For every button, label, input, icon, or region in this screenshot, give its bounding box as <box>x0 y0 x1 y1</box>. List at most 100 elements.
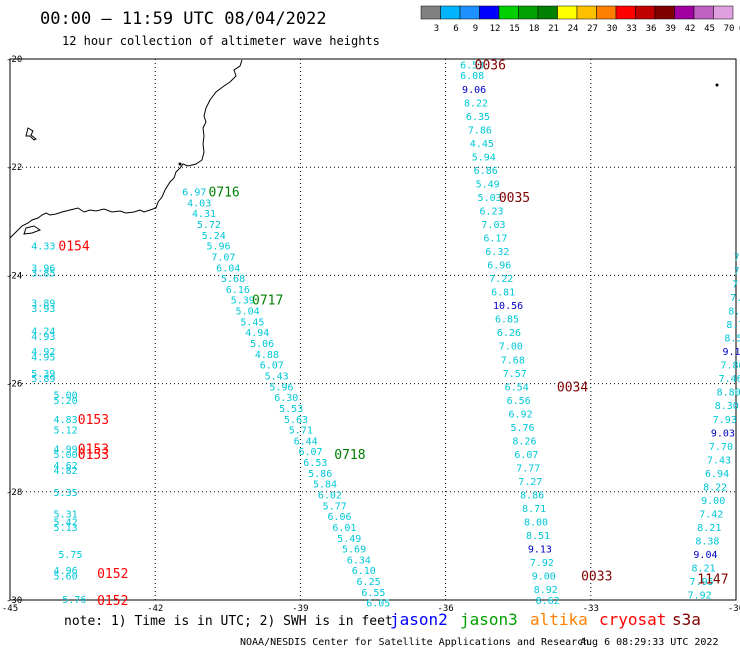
colorbar-label: 27 <box>587 24 598 34</box>
wave-height-label: 5.71 <box>289 426 313 437</box>
wave-height-label: 5.06 <box>250 339 274 350</box>
wave-height-label: 5.03 <box>478 193 502 204</box>
pass-time-label: 0717 <box>252 294 283 309</box>
wave-height-label: 8.62 <box>536 596 560 607</box>
wave-height-label: 6.04 <box>216 263 240 274</box>
wave-height-label: 7.42 <box>699 509 723 520</box>
wave-height-label: 7.68 <box>501 355 525 366</box>
wave-height-label: 7.43 <box>707 455 731 466</box>
pass-time-label: 0716 <box>208 186 239 201</box>
colorbar-label: 42 <box>685 24 696 34</box>
wave-height-label: 5.96 <box>269 382 293 393</box>
wave-height-label: 4.93 <box>31 332 55 343</box>
wave-height-label: 4.99 <box>54 445 78 456</box>
wave-height-label: 6.81 <box>491 288 515 299</box>
chart-subtitle: 12 hour collection of altimeter wave hei… <box>62 34 380 48</box>
legend-item-s3a: s3a <box>672 610 701 629</box>
plot-frame <box>9 58 737 601</box>
pass-time-label: 0153 <box>78 413 109 428</box>
wave-height-label: 9.00 <box>532 572 556 583</box>
wave-height-label: 4.88 <box>255 350 279 361</box>
y-tick-label: -30 <box>6 596 22 606</box>
wave-height-label: 6.08 <box>460 71 484 82</box>
wave-height-label: 4.31 <box>192 209 216 220</box>
wave-height-label: 8.56 <box>724 334 740 345</box>
colorbar-swatch <box>674 5 695 20</box>
wave-height-label: 9.00 <box>701 496 725 507</box>
wave-height-label: 7. <box>730 293 740 304</box>
colorbar-swatch <box>518 5 539 20</box>
colorbar-label: 33 <box>626 24 637 34</box>
colorbar-label: 36 <box>646 24 657 34</box>
colorbar-swatch <box>459 5 480 20</box>
wave-height-label: 6.10 <box>352 566 376 577</box>
wave-height-label: 6.05 <box>366 599 390 610</box>
satellite-legend: jason2 jason3 altika cryosat s3a <box>390 610 701 629</box>
x-tick-label: -39 <box>292 604 308 614</box>
y-tick-label: -20 <box>6 55 22 65</box>
colorbar-label: 24 <box>568 24 579 34</box>
wave-height-label: 6.97 <box>182 188 206 199</box>
island-path-north <box>25 127 37 141</box>
colorbar-swatch <box>557 5 578 20</box>
legend-note: note: 1) Time is in UTC; 2) SWH is in fe… <box>64 614 393 629</box>
wave-height-label: 6.01 <box>332 523 356 534</box>
wave-height-label: 5.43 <box>265 371 289 382</box>
wave-height-label: 5.76 <box>510 423 534 434</box>
wave-height-label: 4.82 <box>54 466 78 477</box>
wave-height-label: 7.03 <box>481 220 505 231</box>
wave-height-label: 3.85 <box>31 269 55 280</box>
wave-height-label: 7.27 <box>518 477 542 488</box>
wave-height-label: 5.13 <box>54 523 78 534</box>
gridlines <box>10 59 736 600</box>
wave-height-label: 6.86 <box>474 166 498 177</box>
colorbar-label: 18 <box>529 24 540 34</box>
wave-height-label: 4.33 <box>31 242 55 253</box>
wave-height-label: 8.71 <box>522 504 546 515</box>
wave-height-label: 5.72 <box>197 220 221 231</box>
wave-height-label: 6.94 <box>705 469 729 480</box>
y-tick-label: -24 <box>6 271 22 281</box>
colorbar-label: (ft) <box>738 24 740 34</box>
colorbar-label: 21 <box>548 24 559 34</box>
colorbar-swatch <box>440 5 461 20</box>
wave-height-label: 6.34 <box>347 555 371 566</box>
wave-height-label: 6.96 <box>487 261 511 272</box>
wave-height-label: 3.89 <box>31 298 55 309</box>
wave-height-label: 5.35 <box>54 488 78 499</box>
wave-height-label: 5.94 <box>472 152 496 163</box>
pass-time-label: 0035 <box>499 191 530 206</box>
wave-height-label: 6.53 <box>303 458 327 469</box>
wave-height-label: 5.31 <box>54 509 78 520</box>
coastline-path <box>9 59 243 239</box>
wave-height-label: 6.07 <box>514 450 538 461</box>
coastline <box>9 59 719 239</box>
pass-time-label: 0036 <box>475 58 506 73</box>
wave-height-label: 6.25 <box>357 577 381 588</box>
wave-height-label: 5.69 <box>342 545 366 556</box>
wave-height-label: 8.86 <box>520 491 544 502</box>
wave-height-label: 4.45 <box>470 139 494 150</box>
wave-height-label: 4.95 <box>31 353 55 364</box>
wave-height-label: 8.30 <box>715 401 739 412</box>
wave-height-label: 6.53 <box>460 60 484 71</box>
wave-height-label: 5.68 <box>221 274 245 285</box>
wave-height-label: 8.22 <box>464 98 488 109</box>
colorbar-swatch <box>420 5 441 20</box>
wave-height-label: 6.23 <box>479 206 503 217</box>
y-tick-label: -22 <box>6 163 22 173</box>
colorbar-swatch <box>635 5 656 20</box>
footer-timestamp: Aug 6 08:29:33 UTC 2022 <box>580 637 718 648</box>
wave-height-label: 8.38 <box>695 536 719 547</box>
colorbar-label: 9 <box>473 24 478 34</box>
wave-height-label: 5.60 <box>54 572 78 583</box>
wave-height-label: 6.35 <box>466 112 490 123</box>
colorbar-swatch <box>693 5 714 20</box>
wave-height-label: 7.92 <box>530 558 554 569</box>
wave-height-label: 4.62 <box>54 461 78 472</box>
wave-height-label: 6.06 <box>328 512 352 523</box>
wave-height-label: 6.17 <box>483 234 507 245</box>
wave-height-label: 7.57 <box>503 369 527 380</box>
wave-height-label: 7.93 <box>713 415 737 426</box>
